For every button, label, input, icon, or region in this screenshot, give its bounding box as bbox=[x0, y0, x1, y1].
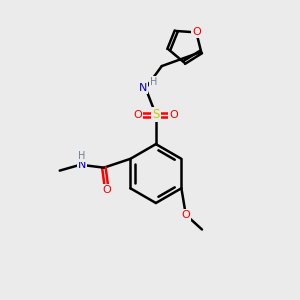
Text: O: O bbox=[192, 27, 201, 38]
Text: N: N bbox=[78, 160, 86, 170]
Text: N: N bbox=[139, 83, 147, 93]
Text: S: S bbox=[152, 108, 160, 121]
Text: O: O bbox=[182, 210, 190, 220]
Text: O: O bbox=[103, 185, 111, 195]
Text: H: H bbox=[150, 77, 158, 87]
Text: O: O bbox=[169, 110, 178, 120]
Text: O: O bbox=[134, 110, 142, 120]
Text: H: H bbox=[78, 152, 85, 161]
